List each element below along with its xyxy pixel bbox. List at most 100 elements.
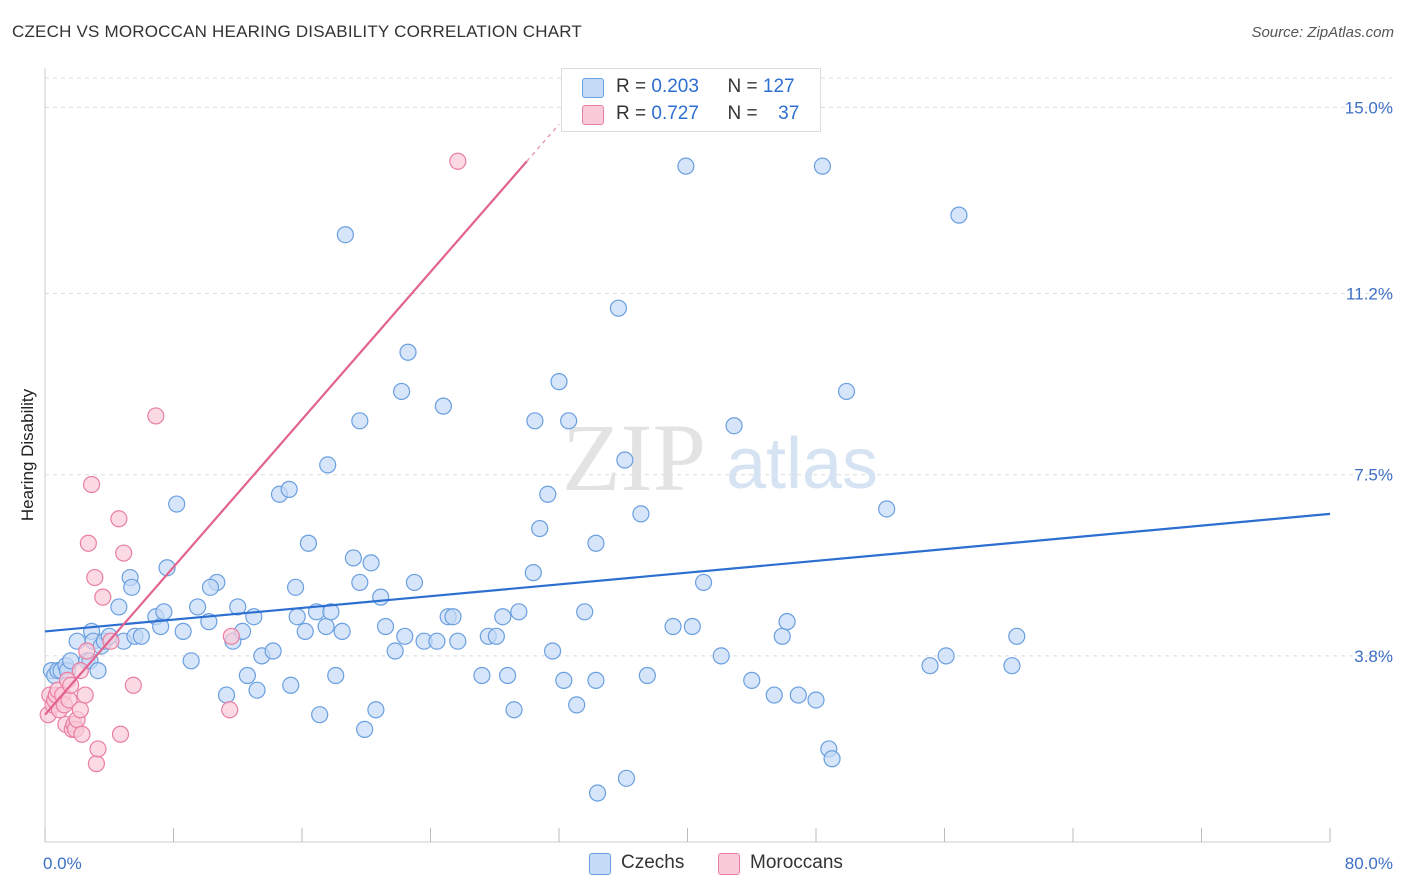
czech-point xyxy=(311,706,329,724)
czech-point xyxy=(778,613,796,631)
moroccan-point xyxy=(71,661,89,680)
czech-point xyxy=(333,622,351,641)
czech-point xyxy=(494,608,512,626)
tick-labels: 3.8% 7.5% 11.2% 15.0% 0.0% 80.0% xyxy=(43,98,1393,873)
czech-point xyxy=(392,382,411,401)
czech-point xyxy=(132,627,150,645)
czech-point xyxy=(609,299,628,317)
czech-point xyxy=(587,671,605,689)
y-tick-label: 7.5% xyxy=(1354,466,1393,485)
moroccan-point xyxy=(89,740,107,758)
czech-point xyxy=(487,627,505,645)
czech-point xyxy=(1003,657,1021,675)
czech-point xyxy=(319,456,337,474)
czech-point xyxy=(555,671,573,689)
moroccan-point xyxy=(110,510,128,528)
moroccan-point xyxy=(71,701,89,719)
moroccan-point xyxy=(73,725,91,743)
legend-n-value-czechs: 127 xyxy=(762,76,795,97)
czech-point xyxy=(280,480,298,498)
czechs-legend-label: Czechs xyxy=(621,852,685,873)
chart-title: CZECH VS MOROCCAN HEARING DISABILITY COR… xyxy=(12,22,582,41)
czech-point xyxy=(813,157,832,175)
moroccan-point xyxy=(221,701,239,719)
czech-point xyxy=(351,412,369,430)
czech-point xyxy=(694,573,713,592)
czech-point xyxy=(505,701,523,719)
moroccan-point xyxy=(86,568,104,587)
czech-point xyxy=(336,226,354,244)
czech-point xyxy=(765,686,783,704)
czech-point xyxy=(531,519,549,538)
czech-point xyxy=(526,412,544,430)
czech-point xyxy=(356,720,374,738)
czech-point xyxy=(789,686,807,704)
y-tick-label: 11.2% xyxy=(1346,284,1393,303)
czech-point xyxy=(299,534,318,552)
czech-point xyxy=(576,603,594,621)
moroccan-point xyxy=(76,686,94,704)
legend-n-value-moroccans: 37 xyxy=(778,103,800,124)
czech-point xyxy=(524,564,542,582)
czech-point xyxy=(201,578,220,596)
moroccan-point xyxy=(79,534,97,552)
czech-point xyxy=(367,701,385,719)
moroccan-point xyxy=(115,544,133,562)
trendlines xyxy=(44,123,1331,716)
czech-point xyxy=(937,647,955,665)
correlation-legend: R = 0.203 N = 127 R = 0.727 N = 37 xyxy=(561,68,821,132)
czech-point xyxy=(296,622,314,641)
czech-point xyxy=(434,397,452,415)
czech-point xyxy=(807,691,825,709)
czech-point xyxy=(617,769,636,787)
moroccan-point xyxy=(78,642,96,660)
czech-point xyxy=(616,451,634,469)
czech-point xyxy=(399,343,417,361)
legend-r-label: R = xyxy=(616,103,647,124)
moroccan-point xyxy=(82,475,101,494)
czech-point xyxy=(386,642,404,660)
czech-point xyxy=(560,412,578,430)
czech-point xyxy=(405,573,424,592)
czech-point xyxy=(286,578,305,596)
czech-point xyxy=(264,642,282,660)
moroccans-trendline xyxy=(44,160,528,716)
czech-point xyxy=(248,681,266,699)
czech-point xyxy=(376,617,395,636)
czech-point xyxy=(823,750,841,768)
czech-point xyxy=(473,666,491,685)
czech-point xyxy=(712,647,730,665)
czech-point xyxy=(89,661,107,680)
czech-point xyxy=(182,652,200,670)
legend-r-value-moroccans: 0.727 xyxy=(651,103,699,124)
czech-point xyxy=(449,632,467,650)
czech-point xyxy=(344,549,362,567)
moroccan-point xyxy=(147,407,165,425)
czech-point xyxy=(444,608,462,626)
y-tick-label: 15.0% xyxy=(1345,98,1393,117)
czechs-legend-swatch xyxy=(589,853,611,875)
czech-point xyxy=(217,686,236,704)
czech-point xyxy=(725,417,743,435)
czech-point xyxy=(632,505,650,523)
legend-n-label: N = xyxy=(727,76,758,97)
legend-n-label: N = xyxy=(727,103,758,124)
czech-point xyxy=(110,598,128,616)
czech-point xyxy=(588,784,607,802)
czech-point xyxy=(428,632,446,650)
czech-point xyxy=(638,666,656,685)
source-label: Source: ZipAtlas.com xyxy=(1251,24,1394,41)
czech-point xyxy=(238,666,256,685)
watermark-atlas: atlas xyxy=(726,424,878,504)
czech-point xyxy=(677,157,695,175)
moroccan-point xyxy=(222,627,240,645)
czech-point xyxy=(543,642,562,660)
watermark-zip: ZIP xyxy=(562,404,706,511)
moroccans-legend-label: Moroccans xyxy=(750,852,843,873)
moroccans-trendline-extension xyxy=(526,123,560,162)
moroccan-point xyxy=(87,755,106,773)
czech-point xyxy=(773,627,791,645)
series-czechs-points xyxy=(42,157,1026,802)
czech-point xyxy=(372,588,390,606)
